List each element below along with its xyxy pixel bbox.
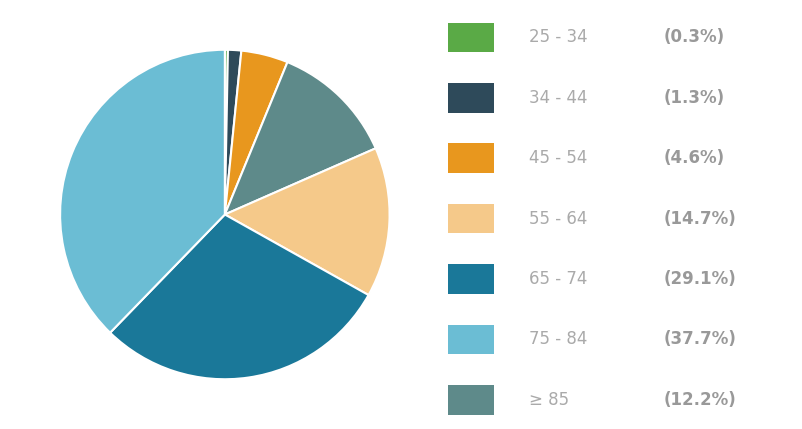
Wedge shape bbox=[110, 214, 368, 379]
Text: (14.7%): (14.7%) bbox=[662, 210, 735, 228]
FancyBboxPatch shape bbox=[448, 264, 493, 294]
Text: 34 - 44: 34 - 44 bbox=[529, 89, 597, 107]
Wedge shape bbox=[225, 62, 375, 214]
Text: (12.2%): (12.2%) bbox=[662, 391, 735, 409]
Wedge shape bbox=[225, 51, 287, 214]
Text: 75 - 84: 75 - 84 bbox=[529, 330, 597, 348]
Wedge shape bbox=[225, 148, 389, 295]
FancyBboxPatch shape bbox=[448, 143, 493, 173]
Text: (4.6%): (4.6%) bbox=[662, 149, 723, 167]
Text: 45 - 54: 45 - 54 bbox=[529, 149, 597, 167]
FancyBboxPatch shape bbox=[448, 83, 493, 113]
Wedge shape bbox=[225, 50, 241, 214]
Text: ≥ 85: ≥ 85 bbox=[529, 391, 579, 409]
Text: (37.7%): (37.7%) bbox=[662, 330, 735, 348]
FancyBboxPatch shape bbox=[448, 385, 493, 415]
Wedge shape bbox=[225, 50, 228, 214]
Text: (1.3%): (1.3%) bbox=[662, 89, 723, 107]
FancyBboxPatch shape bbox=[448, 23, 493, 52]
Wedge shape bbox=[60, 50, 225, 333]
Text: (29.1%): (29.1%) bbox=[662, 270, 735, 288]
FancyBboxPatch shape bbox=[448, 204, 493, 233]
Text: 55 - 64: 55 - 64 bbox=[529, 210, 597, 228]
Text: 25 - 34: 25 - 34 bbox=[529, 28, 597, 46]
Text: (0.3%): (0.3%) bbox=[662, 28, 723, 46]
Text: 65 - 74: 65 - 74 bbox=[529, 270, 597, 288]
FancyBboxPatch shape bbox=[448, 325, 493, 354]
